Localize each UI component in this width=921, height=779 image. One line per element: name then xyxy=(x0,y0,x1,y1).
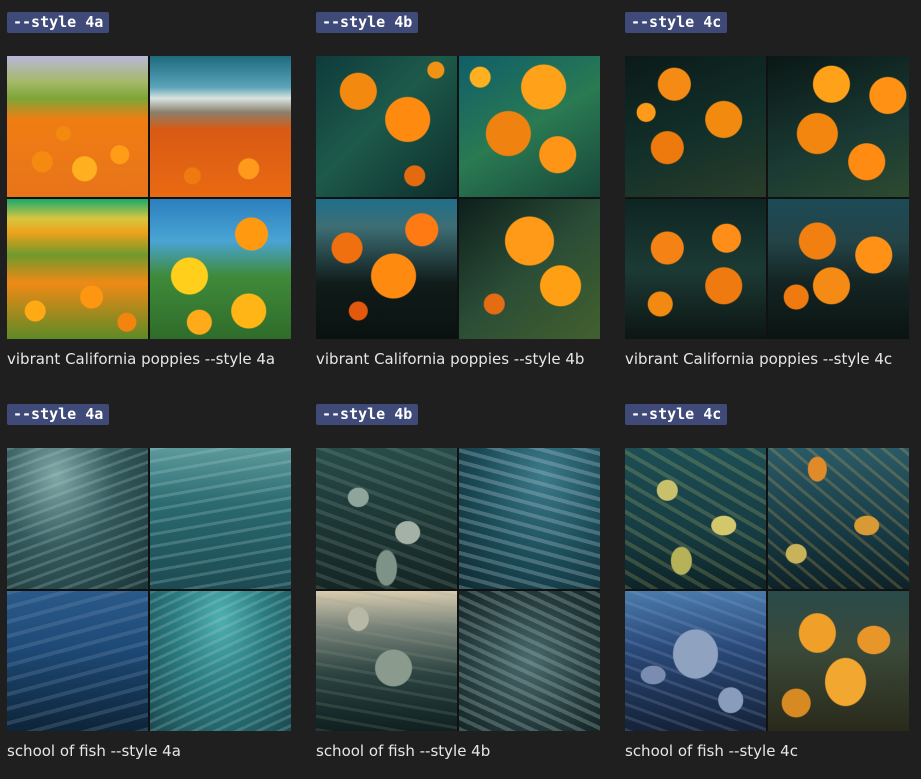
poppy-image[interactable] xyxy=(625,56,766,197)
fish-school-image[interactable] xyxy=(316,448,457,589)
poppy-image[interactable] xyxy=(316,198,457,339)
image-grid[interactable] xyxy=(625,56,909,339)
fish-school-image[interactable] xyxy=(459,448,600,589)
fish-school-image[interactable] xyxy=(316,590,457,731)
image-caption: school of fish --style 4b xyxy=(316,742,491,760)
poppy-field-image[interactable] xyxy=(150,56,291,197)
fish-school-image[interactable] xyxy=(150,590,291,731)
image-caption: vibrant California poppies --style 4c xyxy=(625,350,893,368)
poppy-image[interactable] xyxy=(625,198,766,339)
poppy-field-image[interactable] xyxy=(7,198,148,339)
poppy-image[interactable] xyxy=(316,56,457,197)
image-grid[interactable] xyxy=(316,448,600,731)
poppy-image[interactable] xyxy=(768,198,909,339)
poppy-field-image[interactable] xyxy=(150,198,291,339)
poppy-image[interactable] xyxy=(459,198,600,339)
fish-school-image[interactable] xyxy=(768,448,909,589)
style-tag: --style 4c xyxy=(625,12,728,33)
fish-school-image[interactable] xyxy=(459,590,600,731)
fish-school-image[interactable] xyxy=(7,448,148,589)
image-grid[interactable] xyxy=(316,56,600,339)
image-grid[interactable] xyxy=(7,448,291,731)
style-tag: --style 4b xyxy=(316,12,419,33)
poppy-image[interactable] xyxy=(459,56,600,197)
fish-school-image[interactable] xyxy=(625,590,766,731)
fish-school-image[interactable] xyxy=(150,448,291,589)
fish-school-image[interactable] xyxy=(625,448,766,589)
poppy-field-image[interactable] xyxy=(7,56,148,197)
image-caption: vibrant California poppies --style 4a xyxy=(7,350,276,368)
image-caption: vibrant California poppies --style 4b xyxy=(316,350,585,368)
style-tag: --style 4c xyxy=(625,404,728,425)
image-caption: school of fish --style 4c xyxy=(625,742,798,760)
style-tag: --style 4a xyxy=(7,404,110,425)
image-caption: school of fish --style 4a xyxy=(7,742,181,760)
poppy-image[interactable] xyxy=(768,56,909,197)
fish-school-image[interactable] xyxy=(7,590,148,731)
style-tag: --style 4a xyxy=(7,12,110,33)
fish-school-image[interactable] xyxy=(768,590,909,731)
image-grid[interactable] xyxy=(625,448,909,731)
image-grid[interactable] xyxy=(7,56,291,339)
style-tag: --style 4b xyxy=(316,404,419,425)
